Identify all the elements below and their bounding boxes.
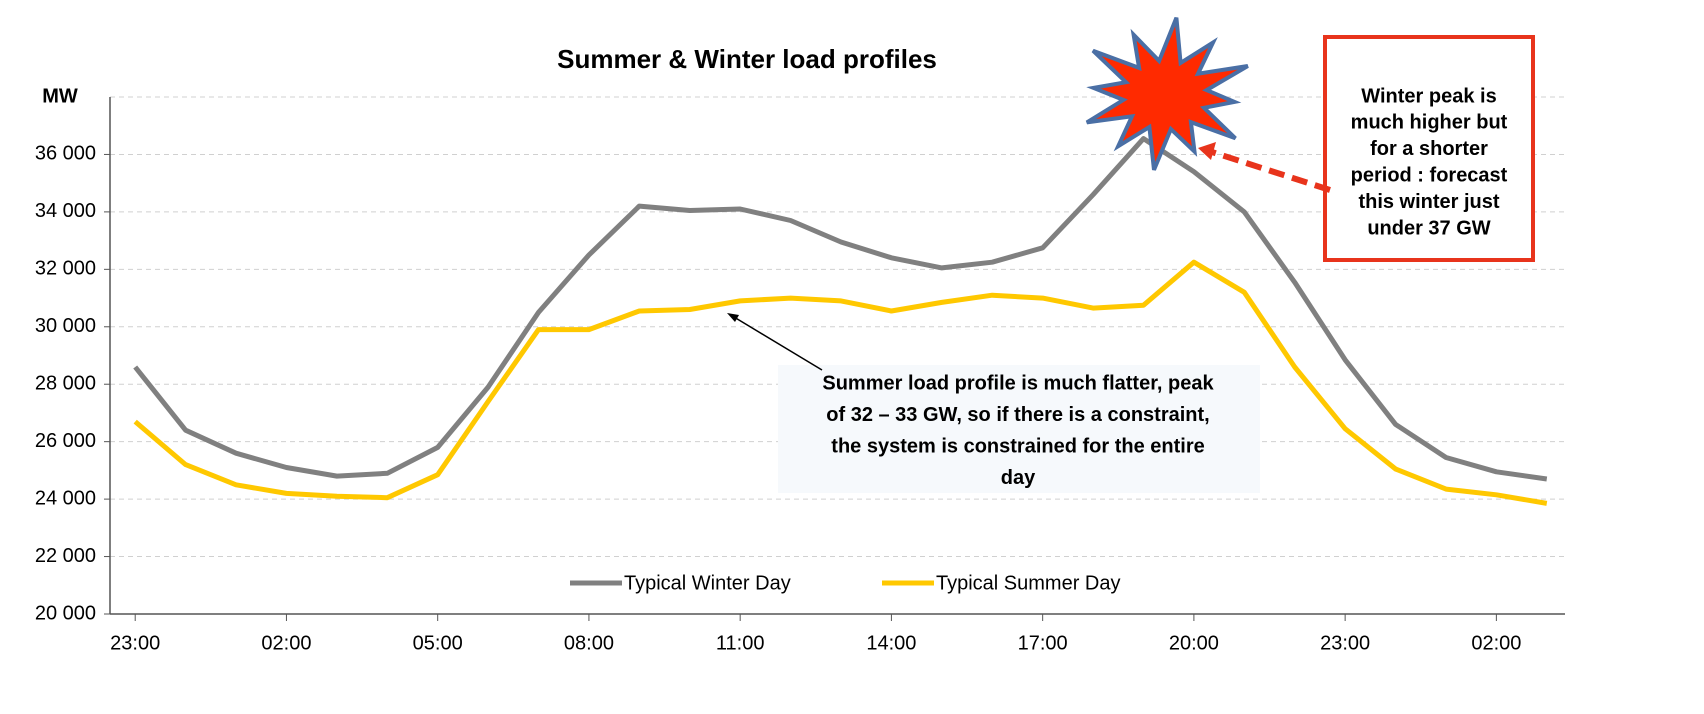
y-tick-label: 32 000 bbox=[35, 258, 96, 280]
y-tick-label: 20 000 bbox=[35, 602, 96, 624]
y-tick-label: 24 000 bbox=[35, 487, 96, 509]
y-tick-label: 36 000 bbox=[35, 143, 96, 165]
x-tick-label: 02:00 bbox=[261, 632, 311, 654]
x-tick-label: 17:00 bbox=[1018, 632, 1068, 654]
callout-text: period : forecast bbox=[1351, 164, 1508, 186]
note-text: the system is constrained for the entire bbox=[831, 435, 1204, 457]
series-line bbox=[133, 259, 1548, 506]
series-line bbox=[133, 136, 1548, 482]
x-tick-label: 05:00 bbox=[413, 632, 463, 654]
x-tick-label: 23:00 bbox=[1320, 632, 1370, 654]
callout-text: for a shorter bbox=[1370, 138, 1488, 160]
callout-text: this winter just bbox=[1358, 191, 1499, 213]
y-tick-label: 34 000 bbox=[35, 200, 96, 222]
legend-label: Typical Summer Day bbox=[936, 572, 1121, 594]
x-tick-label: 02:00 bbox=[1471, 632, 1521, 654]
legend-label: Typical Winter Day bbox=[624, 572, 791, 594]
y-tick-label: 28 000 bbox=[35, 373, 96, 395]
y-tick-label: 30 000 bbox=[35, 315, 96, 337]
note-text: of 32 – 33 GW, so if there is a constrai… bbox=[826, 404, 1209, 426]
y-tick-label: 26 000 bbox=[35, 430, 96, 452]
callout-text: under 37 GW bbox=[1367, 217, 1490, 239]
callout-arrow bbox=[1211, 149, 1331, 193]
y-axis-label: MW bbox=[42, 85, 78, 107]
note-text: Summer load profile is much flatter, pea… bbox=[822, 372, 1214, 394]
x-tick-label: 08:00 bbox=[564, 632, 614, 654]
arrowhead bbox=[727, 313, 739, 322]
x-tick-label: 14:00 bbox=[866, 632, 916, 654]
callout-text: much higher but bbox=[1351, 112, 1508, 134]
x-tick-label: 11:00 bbox=[716, 632, 765, 654]
x-tick-label: 20:00 bbox=[1169, 632, 1219, 654]
note-text: day bbox=[1001, 467, 1036, 489]
starburst bbox=[1085, 16, 1249, 171]
x-tick-label: 23:00 bbox=[110, 632, 160, 654]
note-arrow bbox=[733, 316, 823, 371]
arrowhead bbox=[1198, 142, 1216, 160]
callout-text: Winter peak is bbox=[1361, 85, 1496, 107]
callout-box bbox=[1323, 35, 1535, 262]
chart-title: Summer & Winter load profiles bbox=[557, 44, 937, 74]
y-tick-label: 22 000 bbox=[35, 545, 96, 567]
note-bg bbox=[778, 365, 1260, 493]
